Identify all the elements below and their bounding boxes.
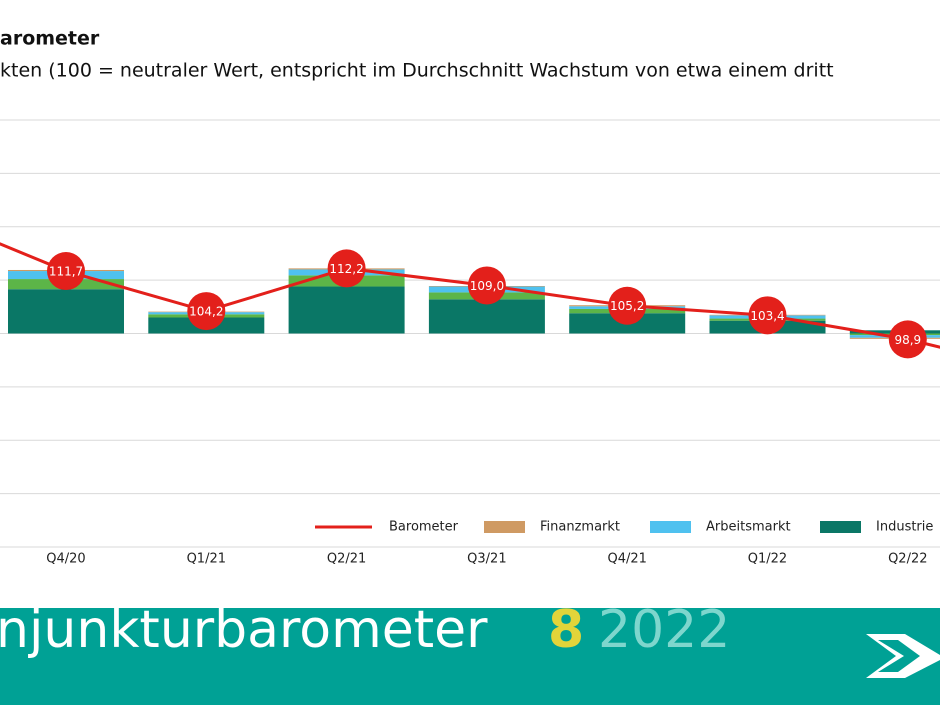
chart-title: arometer — [0, 28, 100, 50]
x-tick-label: Q3/21 — [467, 552, 506, 567]
bar-segment — [288, 286, 405, 334]
point — [187, 292, 226, 331]
x-tick-label: Q4/20 — [46, 552, 85, 567]
legend-swatch — [650, 521, 691, 533]
data-label: 112,2 — [329, 262, 363, 276]
logo — [866, 634, 940, 678]
data-label: 98,9 — [894, 333, 921, 347]
point — [467, 266, 506, 305]
bar-segment — [428, 299, 545, 334]
point — [888, 320, 927, 359]
chart-subtitle: kten (100 = neutraler Wert, entspricht i… — [0, 60, 834, 82]
footer-title: njunkturbarometer — [0, 600, 488, 660]
legend-swatch — [820, 521, 861, 533]
footer-band — [0, 608, 940, 705]
data-label: 105,2 — [610, 299, 644, 313]
data-label: 109,0 — [470, 279, 504, 293]
data-label: 103,4 — [750, 309, 784, 323]
legend-swatch — [484, 521, 525, 533]
point — [327, 249, 366, 288]
point — [608, 286, 647, 325]
legend-label: Barometer — [389, 520, 459, 535]
x-tick-label: Q1/22 — [748, 552, 787, 567]
data-label: 111,7 — [49, 265, 83, 279]
point — [748, 296, 787, 335]
legend-label: Arbeitsmarkt — [706, 520, 791, 535]
legend-label: Finanzmarkt — [540, 520, 620, 535]
x-tick-label: Q4/21 — [607, 552, 646, 567]
footer-year: 2022 — [598, 600, 730, 660]
legend-label: Industrie — [876, 520, 933, 535]
x-tick-label: Q2/21 — [327, 552, 366, 567]
x-tick-label: Q1/21 — [187, 552, 226, 567]
footer-issue: 8 — [548, 600, 584, 660]
x-tick-label: Q2/22 — [888, 552, 927, 567]
data-label: 104,2 — [189, 305, 223, 319]
bar-segment — [8, 289, 124, 334]
point — [47, 252, 85, 291]
